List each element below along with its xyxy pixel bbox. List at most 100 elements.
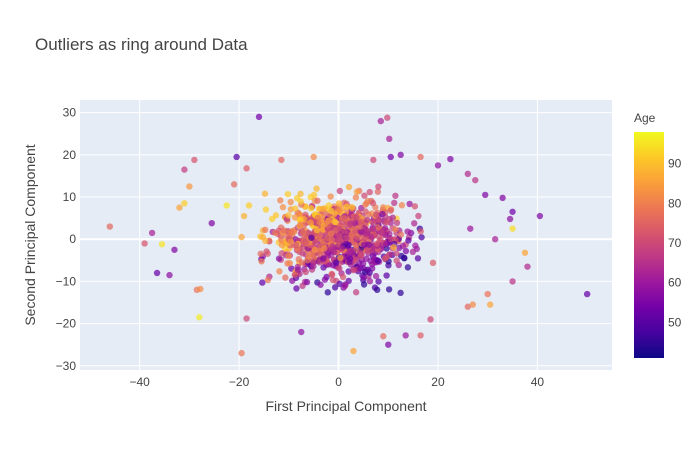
data-point	[311, 246, 319, 253]
data-point	[106, 223, 114, 230]
data-point	[285, 212, 292, 219]
data-point	[375, 278, 382, 285]
data-point	[328, 271, 336, 278]
data-point	[298, 328, 305, 336]
data-point	[348, 204, 356, 211]
data-point	[343, 203, 350, 211]
colorbar-tick-label: 90	[668, 157, 682, 171]
data-point	[397, 289, 404, 297]
data-point	[357, 218, 365, 225]
data-point	[382, 255, 389, 262]
data-point	[352, 256, 359, 263]
data-point	[380, 333, 387, 340]
data-point	[282, 274, 289, 281]
data-point	[346, 220, 354, 227]
data-point	[361, 192, 368, 199]
data-point	[385, 341, 392, 348]
data-point	[197, 285, 204, 293]
data-point	[329, 243, 337, 250]
data-point	[351, 219, 359, 227]
data-point	[243, 165, 250, 172]
data-point	[347, 255, 354, 262]
data-point	[406, 200, 413, 208]
data-point	[345, 241, 352, 248]
data-point	[280, 227, 288, 234]
data-point	[352, 289, 360, 296]
data-point	[415, 212, 422, 220]
data-point	[365, 211, 372, 218]
data-point	[275, 255, 283, 262]
data-point	[379, 210, 386, 218]
data-point	[404, 228, 411, 235]
data-point	[384, 114, 391, 121]
data-point	[287, 198, 294, 206]
data-point	[369, 225, 377, 232]
colorbar-title: Age	[634, 111, 656, 125]
data-point	[390, 244, 397, 251]
data-point	[366, 278, 374, 285]
data-point	[313, 226, 321, 234]
data-point	[343, 234, 350, 241]
data-point	[385, 286, 393, 293]
data-point	[223, 202, 230, 209]
data-point	[338, 245, 345, 252]
data-point	[299, 244, 307, 251]
data-point	[324, 289, 331, 296]
data-point	[373, 211, 380, 218]
data-point	[284, 190, 292, 198]
data-point	[524, 263, 531, 270]
data-point	[509, 225, 516, 232]
data-point	[417, 153, 424, 161]
data-point	[357, 252, 364, 260]
data-point	[357, 265, 364, 272]
data-point	[307, 219, 314, 226]
colorbar-tick-label: 80	[668, 196, 682, 210]
colorbar-tick-label: 70	[668, 236, 682, 250]
data-point	[331, 284, 339, 291]
x-tick-label: 0	[335, 375, 342, 389]
data-point	[328, 236, 335, 243]
data-point	[389, 214, 396, 221]
data-point	[382, 241, 390, 248]
data-point	[294, 266, 302, 273]
data-point	[370, 156, 377, 164]
data-point	[369, 199, 377, 207]
data-point	[412, 242, 419, 249]
data-point	[308, 234, 315, 241]
data-point	[417, 332, 424, 339]
data-point	[327, 193, 334, 200]
data-point	[332, 259, 340, 267]
data-point	[245, 202, 253, 209]
data-point	[377, 236, 384, 243]
data-point	[386, 135, 393, 143]
data-point	[373, 240, 380, 247]
data-point	[353, 214, 360, 221]
data-point	[325, 202, 332, 209]
data-point	[393, 257, 400, 264]
x-tick-label: 40	[531, 375, 545, 389]
data-point	[372, 272, 380, 280]
y-tick-label: −10	[56, 274, 77, 288]
data-point	[337, 254, 344, 262]
data-point	[321, 276, 329, 283]
data-point	[482, 191, 489, 199]
data-point	[464, 170, 472, 178]
data-point	[255, 113, 263, 121]
data-point	[341, 215, 348, 222]
data-point	[331, 218, 338, 226]
data-point	[396, 244, 403, 252]
data-point	[381, 225, 389, 232]
data-point	[434, 162, 442, 169]
data-point	[383, 219, 391, 226]
colorbar-tick-label: 60	[668, 276, 682, 290]
data-point	[310, 263, 317, 270]
data-point	[352, 241, 360, 249]
data-point	[348, 231, 355, 238]
colorbar	[634, 132, 664, 358]
data-point	[348, 249, 355, 256]
data-point	[329, 276, 337, 284]
data-point	[341, 229, 348, 236]
data-point	[320, 255, 327, 262]
data-point	[374, 257, 382, 264]
data-point	[298, 259, 306, 266]
